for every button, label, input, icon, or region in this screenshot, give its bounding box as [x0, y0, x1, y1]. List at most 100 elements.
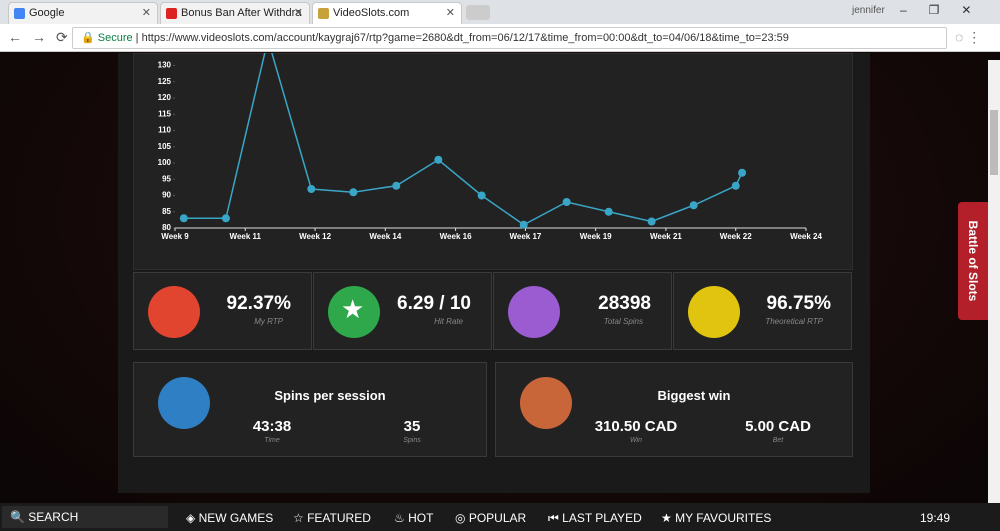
card-title: Spins per session	[274, 388, 386, 403]
tab[interactable]: VideoSlots.com ✕	[312, 2, 462, 24]
y-tick-label: 80	[162, 223, 171, 232]
icon	[148, 286, 200, 338]
y-tick-label: 100	[158, 158, 172, 167]
y-tick-label: 110	[158, 126, 171, 135]
point	[221, 214, 230, 223]
chart-bg	[133, 53, 853, 270]
menu[interactable]: ◌ ⋮	[955, 29, 982, 45]
item-label: Spins	[403, 437, 421, 444]
nav-label: MY FAVOURITES	[675, 511, 772, 525]
nav-item[interactable]: ⏮ LAST PLAYED	[548, 511, 642, 525]
icon: ★	[328, 286, 380, 338]
x-tick-label: Week 9	[161, 232, 189, 241]
address-row: ←→⟳ 🔒 Secure | https://www.videoslots.co…	[0, 24, 1000, 52]
x-tick-label: Week 22	[720, 232, 752, 241]
icon	[520, 377, 572, 429]
item-label: Bet	[772, 437, 784, 444]
stat-label: Theoretical RTP	[765, 317, 823, 326]
secure-label: Secure	[97, 32, 133, 44]
stat-value: 6.29 / 10	[397, 293, 471, 314]
new-tab[interactable]	[466, 5, 490, 20]
point	[562, 198, 571, 206]
point	[307, 185, 316, 193]
icon	[508, 286, 560, 338]
secure: 🔒 Secure	[81, 32, 133, 44]
item-value: 310.50 CAD	[594, 418, 678, 435]
point	[604, 207, 613, 216]
y-tick-label: 115	[158, 109, 171, 118]
item-value: 43:38	[252, 418, 292, 435]
nav-buttons[interactable]: ←→⟳	[8, 29, 78, 45]
y-tick-label: 90	[162, 191, 171, 200]
y-tick-label: 120	[158, 93, 172, 102]
point	[434, 155, 443, 164]
nav-label: NEW GAMES	[198, 511, 274, 525]
window-controls[interactable]: –❐✕	[900, 3, 994, 17]
stat-card: 96.75% Theoretical RTP	[673, 272, 852, 350]
x-tick-label: Week 11	[230, 232, 262, 241]
point	[689, 201, 698, 210]
point	[519, 220, 528, 229]
card-title: Biggest win	[657, 388, 731, 403]
point	[179, 214, 188, 223]
item-value: 35	[403, 418, 421, 435]
nav-item[interactable]: ♨ HOT	[394, 511, 434, 525]
scrollbar[interactable]	[988, 60, 1000, 503]
tab[interactable]: Bonus Ban After Withdra ✕	[160, 2, 310, 24]
item-value: 5.00 CAD	[745, 418, 811, 435]
point	[731, 181, 740, 190]
point	[647, 217, 656, 226]
session-card: Spins per session 43:38 Time 35 Spins	[133, 362, 487, 457]
x-tick-label: Week 14	[369, 232, 401, 241]
stat-label: My RTP	[254, 317, 283, 326]
point	[477, 191, 486, 200]
stat-value: 28398	[598, 293, 651, 314]
plot	[179, 53, 747, 229]
user: jennifer	[852, 5, 885, 16]
item-label: Time	[264, 437, 280, 444]
stat-value: 96.75%	[766, 293, 831, 314]
clock: 19:49	[920, 511, 951, 525]
x-tick-label: Week 12	[299, 232, 331, 241]
session-card: Biggest win 310.50 CAD Win 5.00 CAD Bet	[495, 362, 853, 457]
nav-item[interactable]: ◈ NEW GAMES	[186, 511, 274, 525]
nav-label: HOT	[408, 511, 434, 525]
tab-title: Google	[29, 7, 65, 19]
tab-title: VideoSlots.com	[333, 7, 410, 19]
tab[interactable]: Google ✕	[8, 2, 158, 24]
nav-item[interactable]: ★ MY FAVOURITES	[661, 511, 772, 525]
chart: 80 85 90 95 100 105 110 115 120 125 130 Week 9 Week …	[133, 53, 853, 270]
tab-bar: Google ✕ Bonus Ban After Withdra ✕ VideoSl…	[0, 0, 1000, 24]
point	[738, 168, 747, 177]
icon	[688, 286, 740, 338]
y-tick-label: 105	[158, 142, 172, 151]
nav-item[interactable]: ☆ FEATURED	[293, 511, 371, 525]
tab-title: Bonus Ban After Withdra	[181, 7, 302, 19]
stat-card: 28398 Total Spins	[493, 272, 672, 350]
y-tick-label: 125	[158, 77, 172, 86]
point	[392, 181, 401, 190]
point	[349, 188, 358, 197]
x-tick-label: Week 17	[509, 232, 541, 241]
side-tab-label: Battle of Slots	[966, 220, 980, 302]
side-tab[interactable]: Battle of Slots	[958, 202, 988, 320]
search-label: SEARCH	[28, 510, 79, 524]
icon	[158, 377, 210, 429]
search[interactable]: 🔍 SEARCH	[2, 506, 168, 528]
footer: 🔍 SEARCH ◈ NEW GAMES ☆ FEATURED ♨ HOT ◎ …	[0, 503, 1000, 531]
y-tick-label: 85	[162, 207, 171, 216]
stat-card: 92.37% My RTP	[133, 272, 312, 350]
stat-value: 92.37%	[226, 293, 291, 314]
nav-item[interactable]: ◎ POPULAR	[455, 511, 527, 525]
stat-label: Hit Rate	[434, 317, 463, 326]
nav-label: LAST PLAYED	[562, 511, 642, 525]
nav-label: POPULAR	[468, 511, 527, 525]
x-tick-label: Week 24	[790, 232, 822, 241]
stat-card: ★ 6.29 / 10 Hit Rate	[313, 272, 492, 350]
y-tick-label: 130	[158, 61, 172, 70]
url-bar[interactable]: 🔒 Secure | https://www.videoslots.com/ac…	[72, 27, 947, 49]
y-tick-label: 95	[162, 174, 171, 183]
nav-label: FEATURED	[307, 511, 371, 525]
stat-label: Total Spins	[603, 317, 643, 326]
url: https://www.videoslots.com/account/kaygr…	[141, 32, 789, 44]
